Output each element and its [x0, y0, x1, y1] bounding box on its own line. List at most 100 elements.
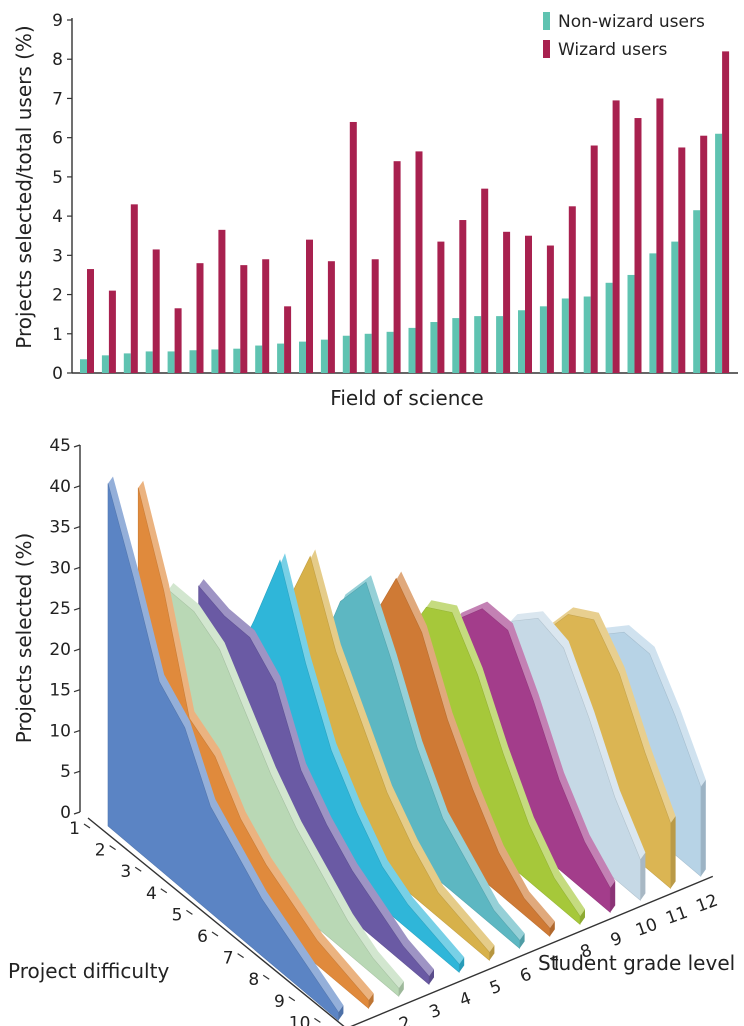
- y-tick-label-bottom: 40: [49, 477, 71, 497]
- bar-non-wizard: [715, 133, 723, 373]
- y-tick-label: 3: [52, 246, 63, 266]
- z-axis-title-bottom: Student grade level: [538, 951, 735, 975]
- bar-wizard: [284, 306, 292, 373]
- y-tick-label: 7: [52, 89, 63, 109]
- difficulty-tick-mark: [314, 1017, 321, 1023]
- x-axis-title: Field of science: [330, 386, 483, 410]
- y-tick-mark-bottom: [73, 729, 81, 734]
- difficulty-tick-mark: [186, 909, 193, 915]
- bar-non-wizard: [693, 210, 701, 373]
- top-axes: 0 1 2 3 4 5 6 7 8 9: [52, 11, 738, 384]
- difficulty-tick-mark: [109, 845, 116, 851]
- bar-wizard: [612, 100, 620, 374]
- ribbon-end-cap: [429, 969, 434, 985]
- difficulty-tick-label: 10: [289, 1013, 311, 1026]
- y-tick-label-bottom: 0: [60, 803, 71, 823]
- bar-wizard: [393, 161, 401, 373]
- bar-wizard: [87, 269, 94, 373]
- grade-tick-label: 10: [633, 915, 660, 941]
- y-tick-label: 6: [52, 129, 63, 149]
- grade-tick-label: 12: [694, 891, 721, 917]
- y-tick-label-bottom: 25: [49, 599, 71, 619]
- ribbon-end-cap: [640, 852, 646, 901]
- bar-non-wizard: [386, 331, 394, 373]
- y-tick-label-bottom: 30: [49, 558, 71, 578]
- y-tick-label: 9: [52, 11, 63, 31]
- bar-wizard: [349, 121, 357, 373]
- y-tick-label: 5: [52, 168, 63, 188]
- difficulty-tick-mark: [211, 931, 219, 937]
- grade-tick-label: 5: [487, 976, 504, 998]
- bar-wizard: [678, 147, 686, 373]
- y-tick-label-bottom: 35: [49, 518, 71, 538]
- bar-wizard: [306, 239, 313, 373]
- bar-wizard: [108, 290, 116, 373]
- bar-wizard: [656, 98, 664, 373]
- legend-swatch: [543, 40, 550, 58]
- bar-wizard: [437, 241, 445, 373]
- legend-label: Wizard users: [558, 40, 667, 60]
- bar-wizard: [568, 206, 576, 373]
- difficulty-tick-label: 7: [223, 949, 234, 969]
- difficulty-tick-mark: [237, 953, 244, 959]
- bar-wizard: [130, 204, 138, 373]
- ribbon-end-cap: [489, 945, 495, 961]
- bar-non-wizard: [496, 316, 504, 373]
- y-tick-mark-bottom: [73, 689, 81, 693]
- bar-wizard: [371, 259, 379, 373]
- y-tick-mark-bottom: [73, 485, 81, 489]
- grade-ribbons: [107, 476, 706, 1022]
- difficulty-tick-mark: [83, 823, 91, 829]
- difficulty-tick-label: 5: [172, 905, 183, 925]
- bar-wizard: [481, 188, 489, 373]
- bar-non-wizard: [364, 333, 372, 373]
- difficulty-tick-label: 8: [248, 970, 259, 990]
- ribbon-top-surface: [319, 571, 555, 929]
- grade-tick-label: 4: [457, 988, 474, 1010]
- bar-non-wizard: [671, 241, 679, 373]
- bar-non-wizard: [583, 296, 591, 373]
- bar-non-wizard: [255, 345, 263, 373]
- bar-non-wizard: [452, 318, 460, 373]
- bar-non-wizard: [145, 351, 153, 373]
- bar-non-wizard: [539, 306, 547, 373]
- bar-non-wizard: [430, 322, 438, 373]
- y-tick-mark-bottom: [73, 444, 81, 448]
- legend-swatch: [543, 12, 550, 30]
- bar-wizard: [327, 261, 335, 373]
- grade-tick-label: 3: [427, 1000, 444, 1022]
- bar-wizard: [546, 245, 554, 373]
- bar-wizard: [240, 265, 248, 373]
- difficulty-axis-line: [87, 817, 345, 1026]
- bar-wizard: [262, 259, 270, 373]
- bar-non-wizard: [474, 316, 482, 373]
- grade-ribbon: [107, 476, 344, 1022]
- difficulty-tick-mark: [288, 996, 296, 1002]
- bar-non-wizard: [605, 282, 613, 373]
- difficulty-tick-label: 3: [120, 862, 131, 882]
- bar-non-wizard: [408, 327, 416, 373]
- ribbon-end-cap: [398, 981, 404, 997]
- bar-non-wizard: [80, 359, 87, 373]
- bar-non-wizard: [518, 310, 525, 373]
- difficulty-tick-mark: [160, 888, 168, 894]
- difficulty-tick-mark: [134, 866, 142, 872]
- y-tick-mark-bottom: [73, 811, 81, 815]
- bar-non-wizard: [101, 355, 109, 373]
- grade-axis-line: [350, 875, 714, 1026]
- bar-non-wizard: [189, 350, 197, 373]
- ribbon-end-cap: [549, 921, 555, 937]
- ribbon-top-surface: [349, 600, 585, 917]
- legend: Non-wizard users Wizard users: [543, 12, 705, 60]
- ribbon-end-cap: [459, 957, 465, 973]
- ribbon-top-surface: [259, 549, 495, 953]
- bar-wizard: [503, 231, 511, 373]
- difficulty-tick-mark: [262, 974, 270, 980]
- bar-non-wizard: [561, 298, 569, 373]
- grade-tick-label: 11: [663, 903, 690, 929]
- y-tick-mark-bottom: [73, 566, 81, 570]
- grade-tick-label: 9: [608, 928, 625, 950]
- bar-non-wizard: [233, 348, 241, 373]
- top-bars: [80, 51, 730, 374]
